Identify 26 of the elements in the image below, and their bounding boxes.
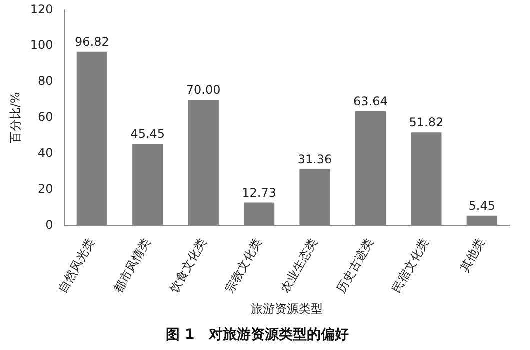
x-axis-title: 旅游资源类型	[251, 302, 324, 316]
y-tick-label: 40	[38, 146, 54, 160]
x-tick-label: 民宿文化类	[390, 236, 432, 296]
data-label: 5.45	[468, 198, 496, 213]
y-tick-label: 100	[30, 38, 54, 52]
x-tick-label: 其他类	[457, 236, 488, 274]
data-label: 12.73	[242, 186, 276, 200]
data-label: 31.36	[298, 152, 332, 166]
y-tick-label: 80	[38, 74, 54, 88]
x-tick-label: 都市风情类	[111, 236, 154, 296]
y-axis-title: 百分比/%	[8, 92, 22, 144]
x-tick-label: 自然风光类	[55, 236, 98, 296]
y-tick-label: 60	[38, 110, 54, 124]
data-label: 51.82	[409, 116, 444, 130]
data-label: 45.45	[130, 127, 166, 142]
x-tick-label: 宗教文化类	[222, 236, 265, 296]
data-label: 96.82	[74, 34, 110, 49]
y-tick-label: 120	[30, 2, 54, 16]
data-label: 63.64	[354, 94, 388, 109]
y-tick-label: 20	[38, 182, 54, 196]
text: 图 1 对旅游资源类型的偏好	[166, 327, 349, 344]
data-label: 70.00	[186, 83, 221, 98]
x-tick-label: 饮食文化类	[166, 236, 209, 296]
x-tick-label: 农业生态类	[278, 236, 320, 296]
x-tick-label: 历史古迹类	[334, 236, 376, 296]
y-tick-label: 0	[46, 218, 54, 232]
